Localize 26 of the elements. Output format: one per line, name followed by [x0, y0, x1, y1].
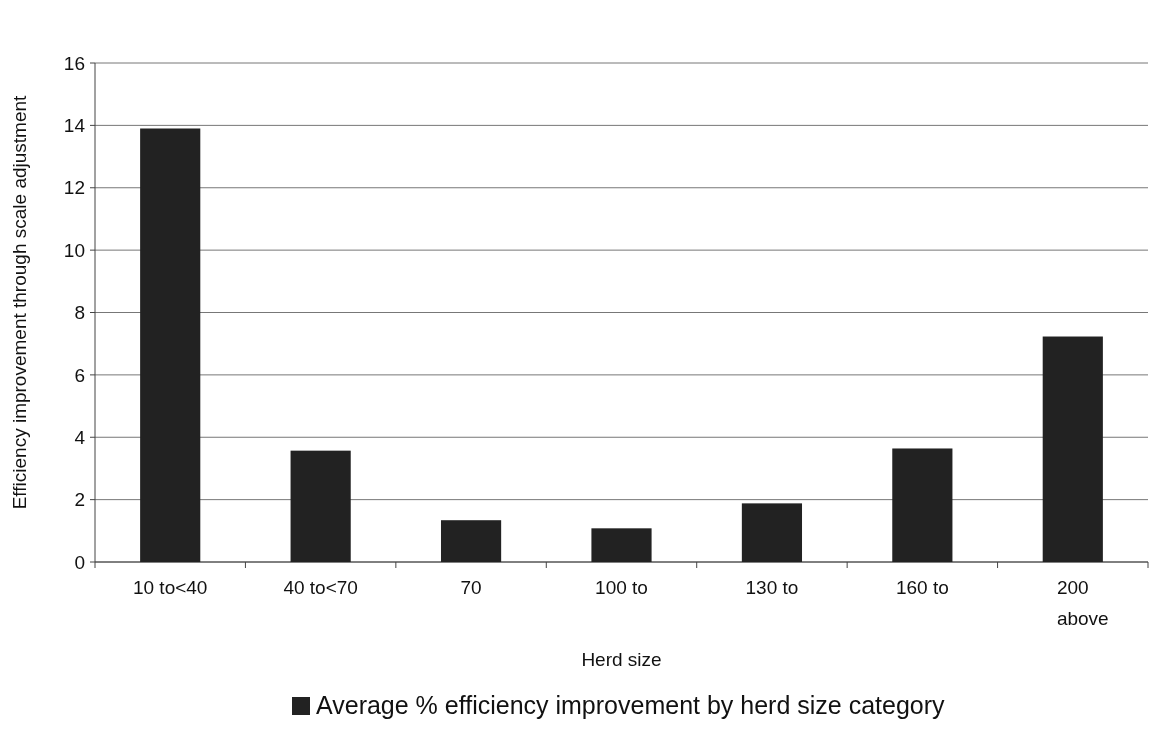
- x-tick-label: 10 to<40: [132, 577, 208, 598]
- y-tick-label: 2: [74, 489, 85, 511]
- bar: [290, 450, 351, 562]
- y-tick-label: 0: [74, 551, 85, 573]
- y-tick-label: 16: [63, 52, 85, 74]
- y-tick-label: 10: [63, 239, 85, 261]
- y-tick-label: 6: [74, 364, 85, 386]
- bar: [741, 503, 803, 562]
- x-tick-label: 160 to: [895, 577, 949, 598]
- y-tick-label: 4: [74, 426, 86, 448]
- x-tick-label: 130 to: [745, 577, 799, 598]
- legend-label: Average % efficiency improvement by herd size category: [316, 691, 946, 719]
- bar: [892, 448, 953, 562]
- x-tick-label: 40 to<70: [283, 577, 358, 598]
- y-tick-label: 14: [63, 115, 86, 137]
- bar: [140, 128, 201, 562]
- y-tick-label: 8: [74, 302, 85, 324]
- x-tick-label: 100 to: [595, 577, 648, 598]
- y-tick-label: 12: [63, 177, 85, 199]
- x-tick-label: 200 above: [1056, 577, 1109, 629]
- bar: [1042, 336, 1103, 562]
- x-axis-title: Herd size: [581, 649, 662, 670]
- y-axis-title: Efficiency improvement through scale adjustment: [9, 94, 30, 510]
- bar: [440, 520, 502, 562]
- bar: [591, 528, 652, 562]
- x-tick-label: 70: [460, 577, 482, 598]
